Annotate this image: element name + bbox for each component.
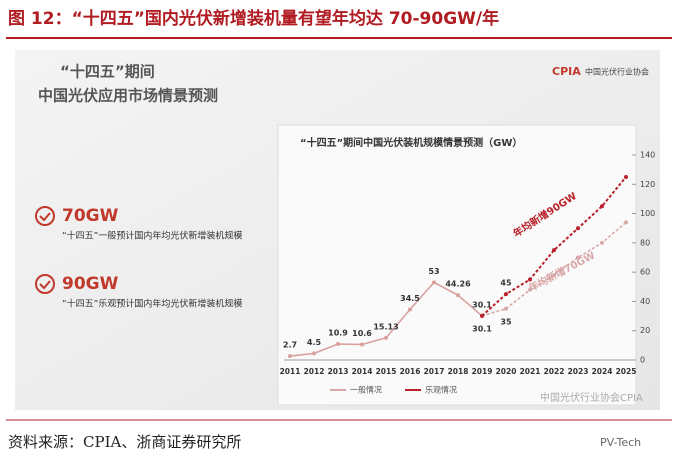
point xyxy=(360,342,364,347)
chart-title: “十四五”期间中国光伏装机规模情景预测（GW） xyxy=(300,136,522,149)
data-label: 53 xyxy=(428,267,439,276)
point xyxy=(552,273,556,278)
data-label: 30.1 xyxy=(472,324,492,333)
x-tick-label: 2018 xyxy=(448,367,469,376)
x-tick-label: 2017 xyxy=(424,367,445,376)
legend-label: 乐观情况 xyxy=(425,385,457,395)
point-value: 70GW xyxy=(62,206,119,226)
y-tick-label: 40 xyxy=(640,297,650,306)
chart-panel xyxy=(277,124,637,406)
data-label: 30.1 xyxy=(472,300,492,309)
y-tick-label: 140 xyxy=(640,151,655,160)
x-tick-label: 2024 xyxy=(592,367,613,376)
logo: CPIA xyxy=(552,65,581,78)
data-label: 44.26 xyxy=(445,280,471,289)
x-tick-label: 2012 xyxy=(304,367,325,376)
data-label: 2.7 xyxy=(283,341,297,350)
check-mark xyxy=(39,212,51,222)
point xyxy=(456,293,460,298)
x-tick-label: 2021 xyxy=(520,367,541,376)
point xyxy=(624,220,628,225)
slide-subheading: 中国光伏应用市场情景预测 xyxy=(38,87,218,105)
point xyxy=(576,226,580,231)
data-label: 34.5 xyxy=(400,294,420,303)
point xyxy=(480,313,484,318)
point xyxy=(504,306,508,311)
data-label: 45 xyxy=(500,279,512,288)
data-label: 4.5 xyxy=(307,338,322,347)
data-label: 10.9 xyxy=(328,329,348,338)
x-tick-label: 2013 xyxy=(328,367,349,376)
x-tick-label: 2016 xyxy=(400,367,421,376)
source: 资料来源：CPIA、浙商证券研究所 xyxy=(8,433,241,451)
watermark: 中国光伏行业协会CPIA xyxy=(540,391,643,404)
x-tick-label: 2020 xyxy=(496,367,517,376)
data-label: 35 xyxy=(500,317,512,326)
y-tick-label: 100 xyxy=(640,209,655,218)
point xyxy=(576,255,580,260)
x-tick-label: 2015 xyxy=(376,367,397,376)
check-mark xyxy=(39,280,51,290)
point-value: 90GW xyxy=(62,274,119,294)
check-icon xyxy=(35,206,55,226)
data-label: 10.6 xyxy=(352,329,372,338)
point xyxy=(288,354,292,359)
point xyxy=(600,240,604,245)
point xyxy=(336,342,340,347)
x-tick-label: 2014 xyxy=(352,367,373,376)
point xyxy=(624,174,628,179)
x-tick-label: 2022 xyxy=(544,367,565,376)
x-tick-label: 2019 xyxy=(472,367,493,376)
data-label: 15.13 xyxy=(373,322,398,331)
point-text: “十四五”一般预计国内年均光伏新增装机规模 xyxy=(62,230,242,242)
point xyxy=(312,351,316,356)
y-tick-label: 0 xyxy=(640,356,645,365)
point-text: “十四五”乐观预计国内年均光伏新增装机规模 xyxy=(62,298,242,310)
brand: PV-Tech xyxy=(600,436,641,449)
point xyxy=(408,307,412,312)
x-tick-label: 2011 xyxy=(280,367,301,376)
x-tick-label: 2023 xyxy=(568,367,589,376)
point xyxy=(600,204,604,209)
figure-title: 图 12：“十四五”国内光伏新增装机量有望年均达 70-90GW/年 xyxy=(8,8,499,29)
point xyxy=(528,287,532,292)
y-tick-label: 20 xyxy=(640,326,650,335)
y-tick-label: 80 xyxy=(640,238,650,247)
check-icon xyxy=(35,274,55,294)
logo-caption: 中国光伏行业协会 xyxy=(585,67,649,77)
point xyxy=(552,248,556,253)
y-tick-label: 120 xyxy=(640,180,655,189)
y-tick-label: 60 xyxy=(640,268,650,277)
point xyxy=(432,280,436,285)
legend-label: 一般情况 xyxy=(350,385,382,395)
slide-heading: “十四五”期间 xyxy=(60,63,155,81)
point xyxy=(504,292,508,297)
point xyxy=(384,335,388,340)
x-tick-label: 2025 xyxy=(616,367,637,376)
point xyxy=(528,277,532,282)
